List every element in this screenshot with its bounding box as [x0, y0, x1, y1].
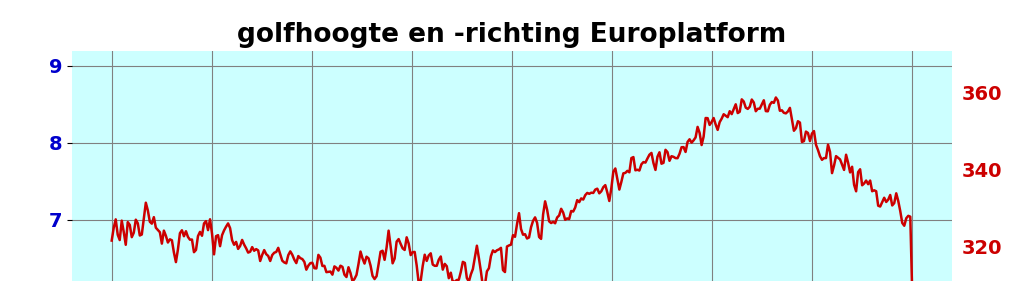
Title: golfhoogte en -richting Europlatform: golfhoogte en -richting Europlatform: [238, 22, 786, 48]
